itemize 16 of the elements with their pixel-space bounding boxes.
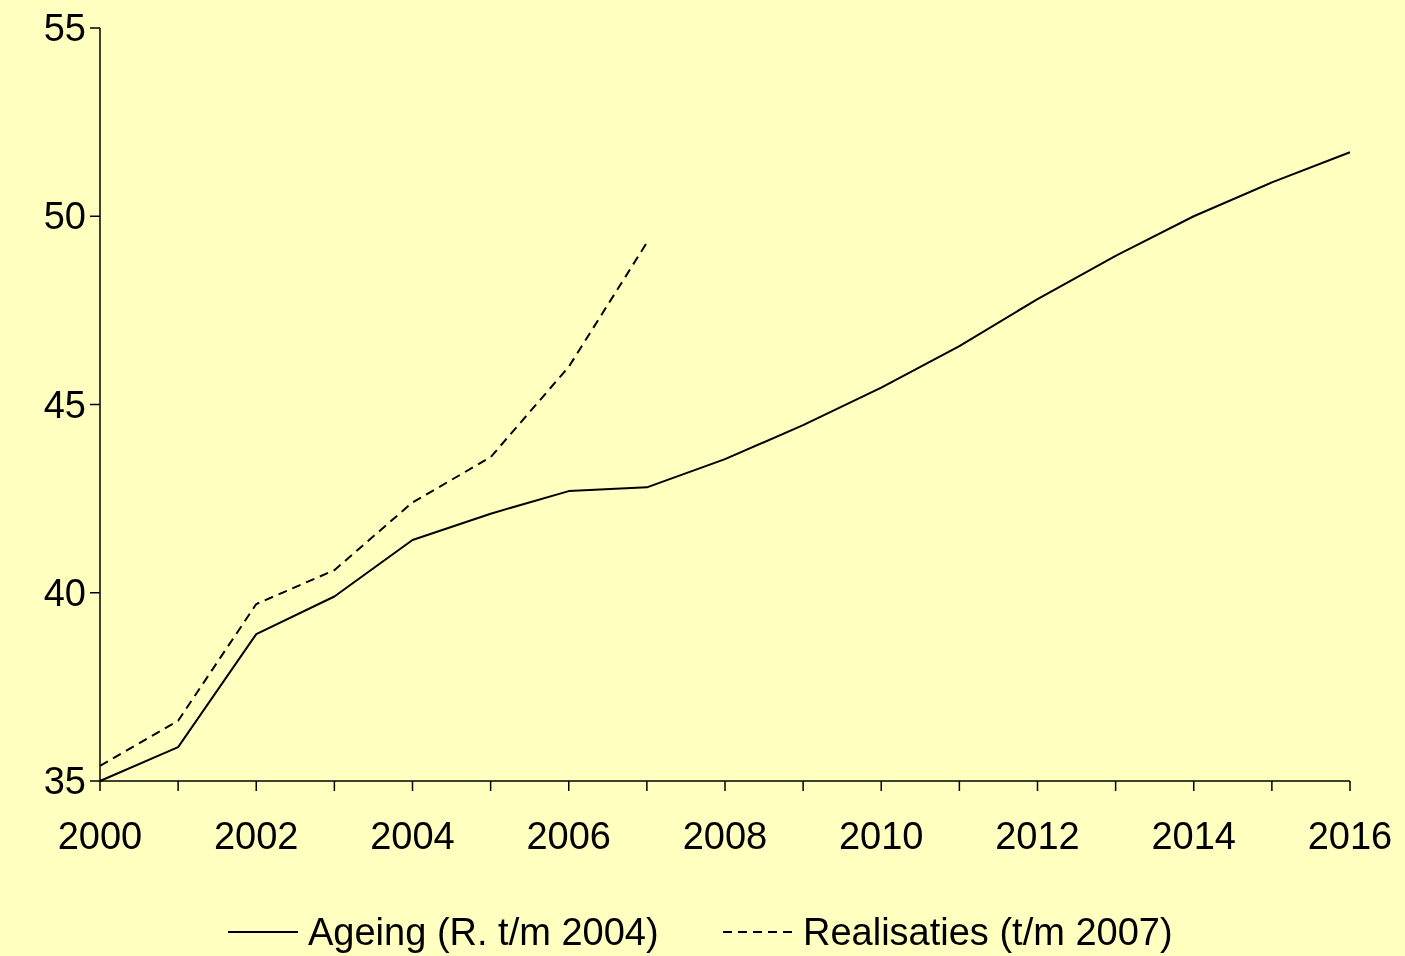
x-tick-label: 2012 [995,815,1080,857]
y-tick-label: 55 [43,7,86,49]
y-tick-label: 40 [43,571,86,614]
x-tick-label: 2004 [370,815,455,857]
legend-label: Ageing (R. t/m 2004) [308,911,659,953]
legend-label: Realisaties (t/m 2007) [803,911,1173,953]
x-tick-label: 2006 [526,815,612,857]
x-tick-label: 2008 [682,815,768,857]
x-tick-label: 2014 [1151,815,1237,857]
x-tick-label: 2016 [1307,815,1393,857]
x-tick-label: 2010 [838,815,924,857]
x-tick-label: 2002 [213,815,299,857]
x-tick-label: 2000 [57,815,143,857]
y-tick-label: 50 [43,195,86,238]
y-tick-label: 45 [43,383,86,426]
y-tick-label: 35 [43,760,86,802]
